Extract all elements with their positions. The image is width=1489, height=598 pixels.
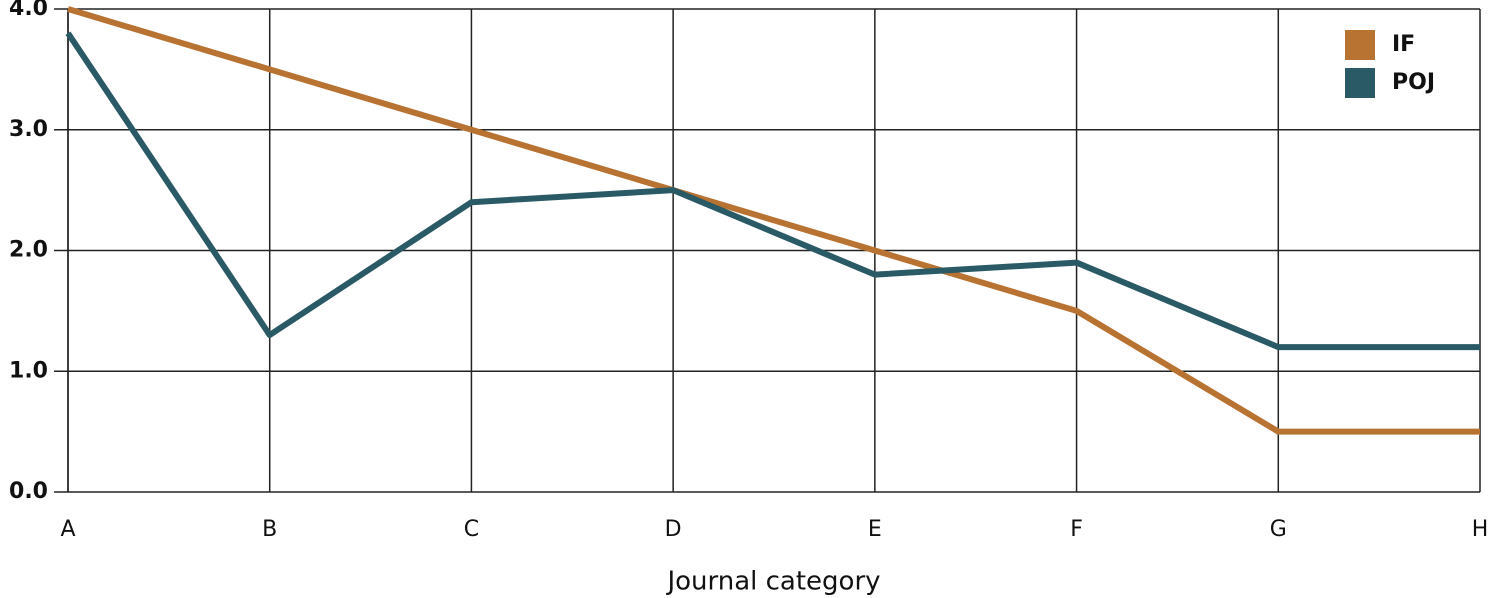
legend-swatch <box>1345 30 1375 60</box>
legend-swatch <box>1345 68 1375 98</box>
x-tick-label: H <box>1472 517 1489 542</box>
x-tick-label: E <box>868 517 882 542</box>
legend-label: POJ <box>1392 70 1435 95</box>
legend-label: IF <box>1392 32 1415 57</box>
x-axis-label: Journal category <box>665 567 880 597</box>
line-series <box>67 6 1480 435</box>
y-tick-label: 1.0 <box>9 358 48 383</box>
x-tick-label: A <box>60 517 75 542</box>
x-tick-label: D <box>665 517 682 542</box>
y-tick-label: 4.0 <box>9 0 48 21</box>
x-tick-label: B <box>262 517 277 542</box>
x-tick-label: F <box>1070 517 1083 542</box>
y-tick-label: 0.0 <box>9 479 48 504</box>
y-tick-label: 3.0 <box>9 117 48 142</box>
x-tick-label: G <box>1270 517 1287 542</box>
x-tick-label: C <box>464 517 479 542</box>
line-series <box>65 31 1480 351</box>
y-tick-label: 2.0 <box>9 238 48 263</box>
